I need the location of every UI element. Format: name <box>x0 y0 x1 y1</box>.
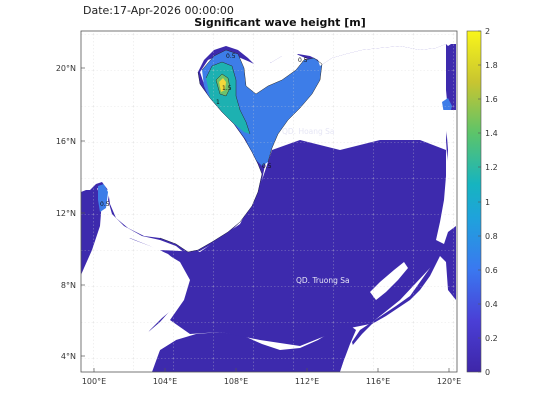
lon-tick-label: 108°E <box>224 377 248 386</box>
contour-label: 0.5 <box>226 53 236 60</box>
colorbar-tick-label: 0.6 <box>485 266 498 275</box>
colorbar-tick-label: 1 <box>485 198 490 207</box>
contour-label: 1 <box>216 99 220 106</box>
lon-tick-label: 120°E <box>437 377 461 386</box>
map-border <box>80 30 458 373</box>
colorbar-tick-label: 2 <box>485 27 490 36</box>
lon-tick-label: 100°E <box>82 377 106 386</box>
colorbar-tick-label: 1.6 <box>485 95 498 104</box>
colorbar-tick-label: 0 <box>485 368 490 377</box>
lat-tick-label: 4°N <box>61 352 76 361</box>
lon-tick-label: 104°E <box>153 377 177 386</box>
lat-tick-label: 12°N <box>56 209 76 218</box>
contour-label: 0.5 <box>100 201 110 208</box>
contour-label: 1.5 <box>222 85 232 92</box>
colorbar-tick-label: 1.4 <box>485 129 498 138</box>
label-hoang-sa: QD. Hoang Sa <box>282 127 335 136</box>
contour-label: 0.5 <box>298 57 308 64</box>
lat-tick-label: 8°N <box>61 281 76 290</box>
colorbar-tick-label: 1.8 <box>485 61 498 70</box>
colorbar <box>466 30 482 373</box>
colorbar-tick-label: 0.8 <box>485 232 498 241</box>
colorbar-tick-label: 1.2 <box>485 163 498 172</box>
colorbar-tick-label: 0.2 <box>485 334 498 343</box>
date-label: Date:17-Apr-2026 00:00:00 <box>83 4 234 17</box>
colorbar-tick-label: 0.4 <box>485 300 498 309</box>
contour-label: 0.5 <box>262 163 272 170</box>
lon-tick-label: 116°E <box>366 377 390 386</box>
lat-tick-label: 20°N <box>56 64 76 73</box>
map-title: Significant wave height [m] <box>194 16 366 29</box>
lat-tick-label: 16°N <box>56 137 76 146</box>
colorbar-ticks <box>478 30 481 373</box>
map-grid <box>81 31 457 372</box>
tick-marks <box>81 67 450 372</box>
label-truong-sa: QD. Truong Sa <box>296 276 350 285</box>
lon-tick-label: 112°E <box>295 377 319 386</box>
